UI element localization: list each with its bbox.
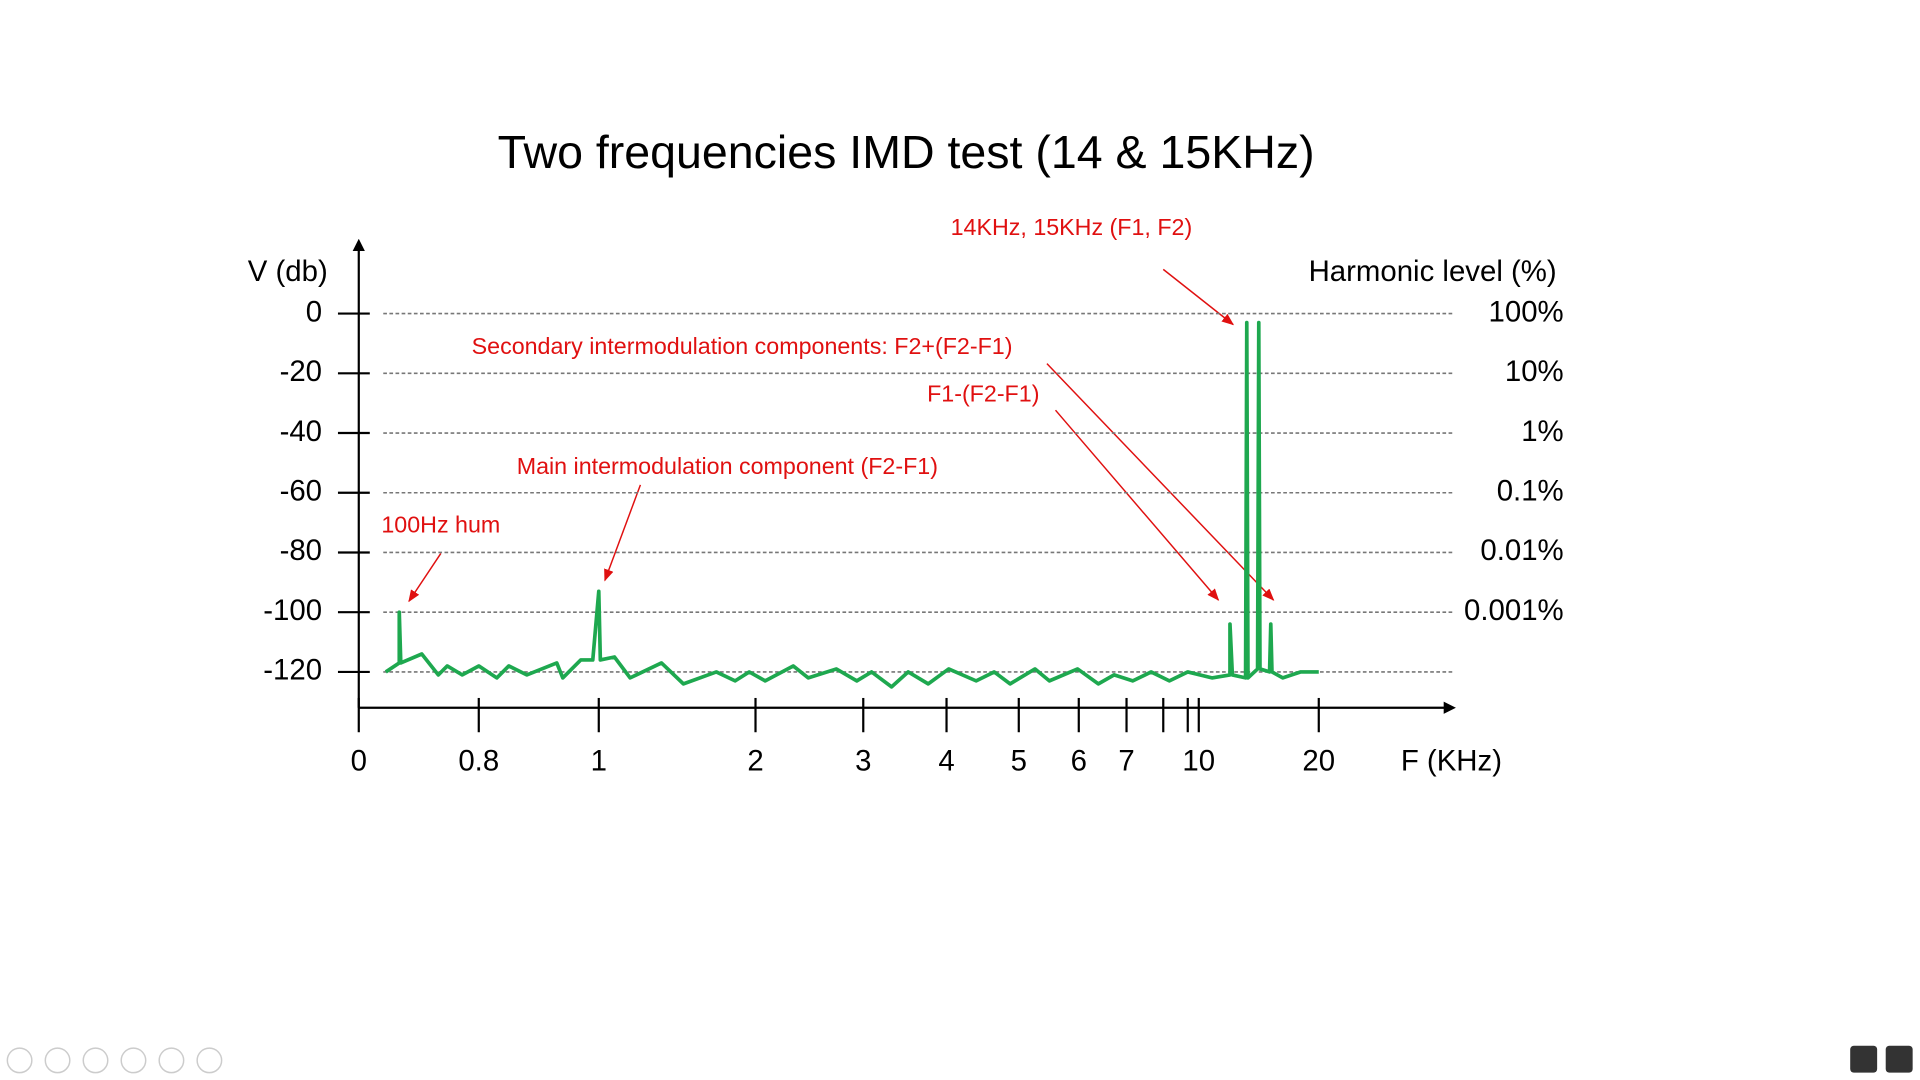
x-tick-label: 7: [1118, 745, 1134, 778]
y-tick-label: -100: [263, 594, 322, 627]
x-tick-label: 10: [1182, 745, 1215, 778]
annotation-arrow: [408, 553, 442, 603]
y2-tick-label: 0.001%: [1464, 594, 1564, 627]
y2-tick-label: 1%: [1521, 415, 1563, 448]
annotation: F1-(F2-F1): [927, 381, 1039, 407]
annotation-arrow: [604, 484, 642, 582]
y-tick-label: -40: [280, 415, 322, 448]
x-tick-label: 1: [591, 745, 607, 778]
y-tick-label: -20: [280, 355, 322, 388]
y2-tick-label: 10%: [1505, 355, 1564, 388]
zoom-button[interactable]: [158, 1047, 185, 1074]
x-tick-label: 3: [855, 745, 871, 778]
y-tick-label: -120: [263, 654, 322, 687]
y2-axis-label: Harmonic level (%): [1309, 255, 1557, 288]
x-tick-label: 0: [351, 745, 367, 778]
annotation-arrow: [1162, 268, 1235, 326]
annotation: Main intermodulation component (F2-F1): [517, 453, 938, 479]
x-axis-label: F (KHz): [1401, 745, 1502, 778]
annotation-arrow: [1054, 409, 1220, 601]
slideshow-controls: [6, 1047, 223, 1074]
slides-button[interactable]: [120, 1047, 147, 1074]
x-tick-label: 5: [1011, 745, 1027, 778]
next-button[interactable]: [44, 1047, 71, 1074]
y-tick-label: 0: [306, 295, 322, 328]
annotation: 14KHz, 15KHz (F1, F2): [951, 214, 1193, 240]
mic-button[interactable]: [1850, 1045, 1878, 1073]
more-button[interactable]: [196, 1047, 223, 1074]
x-tick-label: 0.8: [458, 745, 499, 778]
x-tick-label: 6: [1071, 745, 1087, 778]
spectrum-line: [384, 320, 1319, 689]
pen-button[interactable]: [82, 1047, 109, 1074]
x-tick-label: 2: [747, 745, 763, 778]
annotation-arrow: [1046, 363, 1275, 601]
y-axis-label: V (db): [248, 255, 328, 288]
x-tick-label: 20: [1302, 745, 1335, 778]
chart-title: Two frequencies IMD test (14 & 15KHz): [498, 126, 1315, 178]
y-tick-label: -60: [280, 475, 322, 508]
prev-button[interactable]: [6, 1047, 33, 1074]
x-tick-label: 4: [938, 745, 954, 778]
y2-tick-label: 100%: [1489, 295, 1564, 328]
y-tick-label: -80: [280, 534, 322, 567]
y2-tick-label: 0.1%: [1497, 475, 1564, 508]
annotation: Secondary intermodulation components: F2…: [472, 333, 1013, 359]
refresh-button[interactable]: [1885, 1045, 1913, 1073]
y2-tick-label: 0.01%: [1480, 534, 1563, 567]
annotation: 100Hz hum: [381, 512, 500, 538]
